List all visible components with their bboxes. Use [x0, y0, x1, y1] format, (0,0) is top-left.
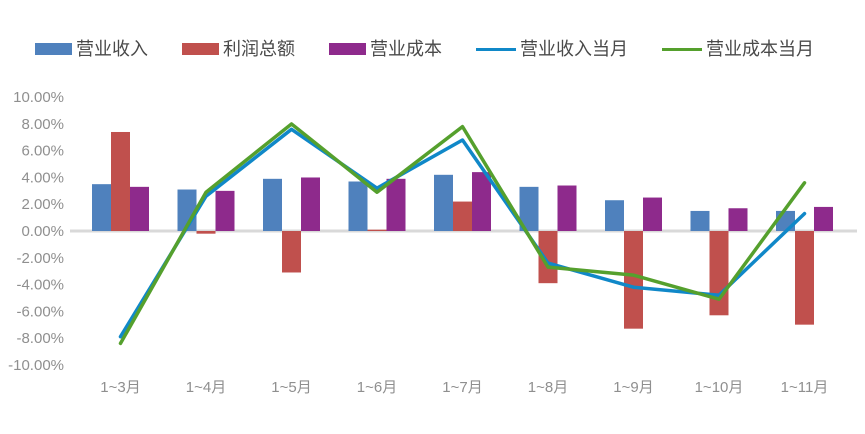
- bar-营业收入-1~10月: [690, 210, 710, 231]
- legend-bar-swatch-icon: [35, 43, 72, 55]
- y-tick-label: 10.00%: [13, 89, 64, 106]
- bar-营业成本-1~3月: [130, 186, 149, 231]
- bar-营业成本-1~10月: [728, 208, 748, 231]
- x-tick-label: 1~4月: [186, 379, 226, 396]
- x-tick-label: 1~11月: [781, 379, 829, 396]
- legend-item-1: 营业收入: [35, 38, 148, 60]
- legend-bar-swatch-icon: [182, 43, 219, 55]
- y-tick-label: 2.00%: [21, 196, 64, 213]
- legend-item-4: 营业收入当月: [476, 38, 628, 60]
- legend-label: 营业成本当月: [706, 39, 814, 59]
- bar-营业成本-1~5月: [301, 177, 320, 231]
- x-tick-label: 1~7月: [442, 379, 482, 396]
- x-tick-label: 1~8月: [528, 379, 568, 396]
- legend-label: 营业成本: [370, 39, 442, 59]
- bar-利润总额-1~3月: [111, 131, 130, 231]
- x-tick-label: 1~10月: [695, 379, 744, 396]
- x-tick-label: 1~6月: [357, 379, 397, 396]
- bar-营业收入-1~3月: [92, 184, 111, 231]
- bar-利润总额-1~6月: [367, 229, 387, 231]
- bar-营业成本-1~7月: [472, 172, 491, 231]
- y-tick-label: -6.00%: [16, 303, 64, 320]
- bar-利润总额-1~8月: [538, 231, 558, 284]
- y-tick-label: 6.00%: [21, 143, 64, 160]
- x-tick-label: 1~5月: [271, 379, 311, 396]
- line-营业收入当月: [118, 127, 807, 339]
- legend-item-2: 利润总额: [182, 38, 295, 60]
- bar-营业收入-1~8月: [519, 186, 539, 231]
- bar-利润总额-1~11月: [795, 231, 814, 325]
- legend-label: 营业收入当月: [520, 39, 628, 59]
- bar-利润总额-1~10月: [709, 231, 729, 316]
- y-tick-label: -8.00%: [16, 330, 64, 347]
- legend-item-5: 营业成本当月: [662, 38, 814, 60]
- legend-label: 利润总额: [223, 39, 295, 59]
- x-tick-label: 1~3月: [100, 379, 140, 396]
- bar-营业成本-1~8月: [557, 185, 577, 231]
- y-tick-label: -2.00%: [16, 250, 64, 267]
- x-tick-label: 1~9月: [613, 379, 653, 396]
- bar-营业收入-1~9月: [605, 200, 624, 231]
- bar-营业成本-1~9月: [643, 197, 662, 231]
- y-tick-label: 8.00%: [21, 116, 64, 133]
- bar-利润总额-1~4月: [196, 231, 216, 234]
- bar-营业成本-1~4月: [215, 190, 235, 231]
- bar-营业收入-1~7月: [434, 174, 453, 231]
- legend-item-3: 营业成本: [329, 38, 442, 60]
- legend: 营业收入 利润总额 营业成本 营业收入当月 营业成本当月: [35, 38, 814, 60]
- legend-line-swatch-icon: [476, 47, 516, 51]
- legend-bar-swatch-icon: [329, 43, 366, 55]
- bar-营业收入-1~5月: [263, 178, 282, 231]
- y-tick-label: -4.00%: [16, 277, 64, 294]
- legend-label: 营业收入: [76, 39, 148, 59]
- legend-line-swatch-icon: [662, 47, 702, 51]
- bar-营业收入-1~11月: [776, 210, 795, 231]
- bar-营业成本-1~11月: [814, 206, 833, 231]
- y-tick-label: 0.00%: [21, 223, 64, 240]
- y-tick-label: 4.00%: [21, 169, 64, 186]
- y-tick-label: -10.00%: [8, 357, 64, 374]
- bar-营业成本-1~6月: [386, 178, 406, 231]
- bar-利润总额-1~9月: [624, 231, 643, 329]
- bar-利润总额-1~7月: [453, 201, 472, 231]
- bar-利润总额-1~5月: [282, 231, 301, 273]
- line-营业成本当月: [118, 122, 807, 346]
- bar-营业收入-1~6月: [348, 181, 368, 231]
